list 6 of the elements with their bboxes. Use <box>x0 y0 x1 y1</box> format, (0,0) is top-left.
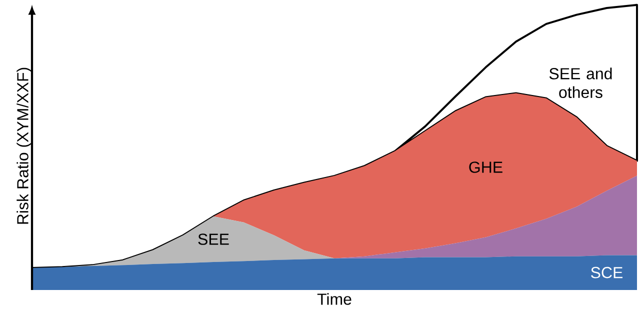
series-label: SEE and others <box>549 68 612 98</box>
y-axis-title: Risk Ratio (XYM/XXF) <box>16 68 32 224</box>
series-label: GHE <box>469 162 502 173</box>
series-label: SEE <box>198 234 229 245</box>
x-axis-title: Time <box>317 293 352 305</box>
series-label: SCE <box>591 266 622 278</box>
